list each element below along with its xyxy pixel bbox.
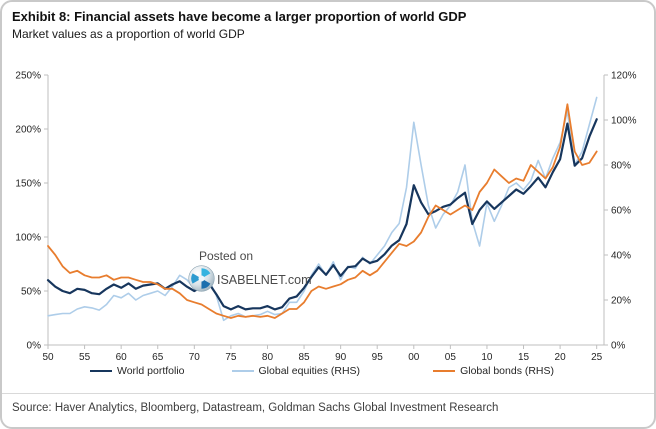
- watermark-posted-on: Posted on: [199, 249, 254, 263]
- isabelnet-logo-icon: [188, 265, 215, 296]
- legend-item-global-bonds: Global bonds (RHS): [433, 365, 554, 377]
- x-tick-label: 70: [189, 352, 201, 363]
- x-tick-label: 55: [79, 352, 91, 363]
- x-tick-label: 15: [518, 352, 530, 363]
- global-equities-line-swatch: [231, 370, 254, 372]
- watermark: Posted on: [188, 250, 311, 296]
- right-tick-label: 80%: [611, 161, 631, 172]
- global-bonds-line-swatch: [433, 370, 456, 372]
- x-tick-label: 00: [408, 352, 420, 363]
- x-tick-label: 25: [591, 352, 603, 363]
- x-tick-label: 05: [445, 352, 457, 363]
- x-tick-label: 50: [42, 352, 54, 363]
- x-tick-label: 90: [335, 352, 347, 363]
- left-tick-label: 150%: [15, 179, 41, 190]
- left-tick-label: 0%: [27, 341, 42, 352]
- global-bonds-rhs-line: [47, 103, 598, 319]
- right-tick-label: 100%: [611, 116, 637, 127]
- right-tick-label: 120%: [611, 71, 637, 82]
- x-tick-label: 80: [262, 352, 274, 363]
- world-portfolio-line: [46, 118, 598, 311]
- left-tick-label: 200%: [15, 125, 41, 136]
- legend-label-global-bonds: Global bonds (RHS): [460, 365, 555, 377]
- chart-subtitle: Market values as a proportion of world G…: [12, 27, 245, 41]
- right-tick-label: 20%: [611, 296, 631, 307]
- legend-label-global-equities: Global equities (RHS): [258, 365, 361, 377]
- left-tick-label: 50%: [21, 287, 41, 298]
- chart-legend: World portfolio Global equities (RHS) Gl…: [2, 365, 654, 377]
- right-tick-label: 60%: [611, 206, 631, 217]
- right-tick-label: 0%: [611, 341, 626, 352]
- right-tick-label: 40%: [611, 251, 631, 262]
- source-text: Source: Haver Analytics, Bloomberg, Data…: [12, 402, 499, 414]
- x-tick-label: 85: [298, 352, 310, 363]
- x-tick-label: 20: [555, 352, 567, 363]
- x-tick-label: 65: [152, 352, 164, 363]
- legend-item-global-equities: Global equities (RHS): [231, 365, 361, 377]
- world-portfolio-line-swatch: [90, 370, 112, 372]
- legend-item-world-portfolio: World portfolio: [90, 365, 185, 377]
- left-tick-label: 100%: [15, 233, 41, 244]
- x-tick-label: 95: [372, 352, 384, 363]
- chart-title: Exhibit 8: Financial assets have become …: [12, 9, 467, 24]
- watermark-site-name: ISABELNET.com: [217, 273, 312, 288]
- x-tick-label: 75: [225, 352, 237, 363]
- left-tick-label: 250%: [15, 71, 41, 82]
- legend-label-world-portfolio: World portfolio: [117, 365, 185, 377]
- footer-divider: [2, 393, 654, 394]
- x-tick-label: 10: [481, 352, 493, 363]
- x-tick-label: 60: [116, 352, 128, 363]
